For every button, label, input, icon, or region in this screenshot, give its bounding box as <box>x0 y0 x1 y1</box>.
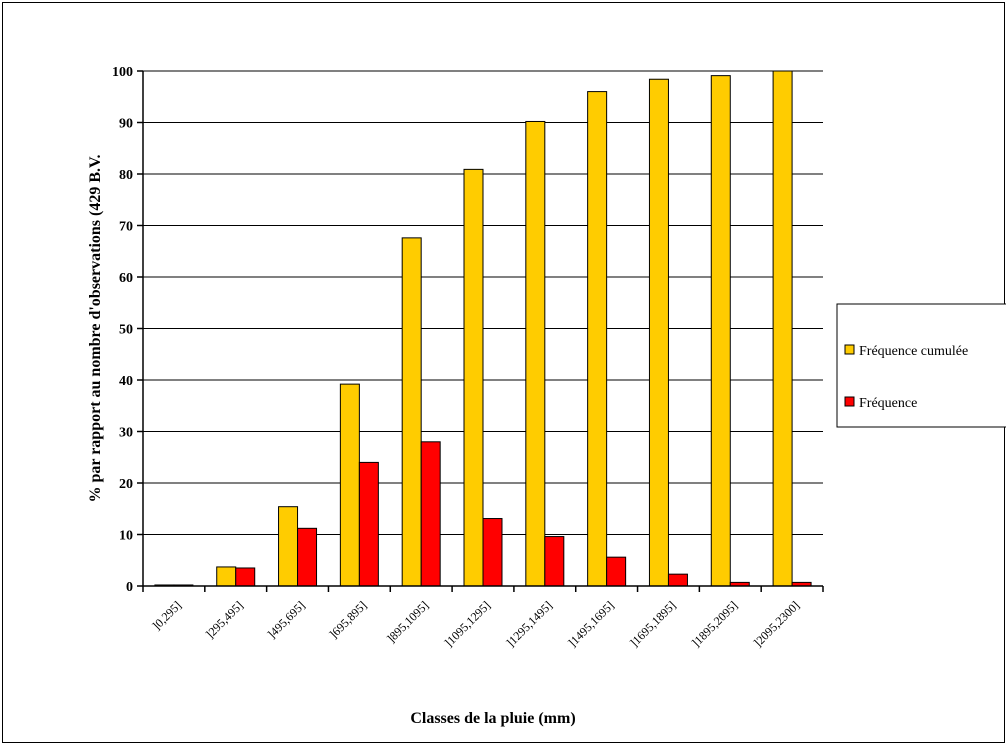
bar-frequency <box>420 441 441 587</box>
x-axis-title: Classes de la pluie (mm) <box>410 710 575 727</box>
y-tick-label: 80 <box>119 168 133 183</box>
chart-canvas: 0 10 20 30 40 50 60 70 80 90 100 ]0,295] ]295,495]]… <box>87 65 1006 727</box>
x-tick-label: ]495,695] <box>265 598 308 641</box>
y-tick-label: 10 <box>119 529 133 544</box>
x-tick-label: ]895,1095] <box>384 598 431 645</box>
bar-frequency <box>235 567 256 587</box>
x-tick-label: ]0,295] <box>149 598 184 633</box>
y-axis-title: % par rapport au nombre d'observations (… <box>87 154 104 502</box>
bar-cumulative <box>463 168 484 587</box>
x-tick-label: ]1095,1295] <box>442 598 494 650</box>
x-tick-label: ]1695,1895] <box>627 598 679 650</box>
y-tick-label: 40 <box>119 374 133 389</box>
bar-cumulative <box>401 237 422 587</box>
x-tick-labels: ]0,295] ]295,495] ]495,695] ]695,895] ]895,1… <box>149 598 802 650</box>
y-tick-label: 0 <box>126 580 133 595</box>
legend-swatch-frequency <box>844 396 855 407</box>
bar-cumulative <box>278 506 299 587</box>
bar-frequency <box>606 556 627 587</box>
legend-label-cumulative: Fréquence cumulée <box>859 344 968 359</box>
bar-frequency <box>667 573 688 587</box>
bar-frequency <box>544 536 565 587</box>
y-tick-label: 50 <box>119 323 133 338</box>
x-tick-label: ]1495,1695] <box>565 598 617 650</box>
y-tick-label: 70 <box>119 220 133 235</box>
legend-box <box>836 303 1006 428</box>
x-tick-label: ]2095,2300] <box>751 598 803 650</box>
bars <box>154 70 812 587</box>
legend: Fréquence cumulée Fréquence <box>836 303 1006 428</box>
bar-frequency <box>482 518 503 587</box>
bar-cumulative <box>772 70 793 587</box>
bar-frequency <box>297 527 318 587</box>
x-tick-label: ]1895,2095] <box>689 598 741 650</box>
y-tick-labels: 0 10 20 30 40 50 60 70 80 90 100 <box>112 65 133 595</box>
legend-swatch-cumulative <box>844 344 855 355</box>
legend-label-frequency: Fréquence <box>859 396 917 411</box>
y-tick-label: 90 <box>119 117 133 132</box>
bar-cumulative <box>216 566 237 587</box>
y-tick-label: 100 <box>112 65 133 80</box>
x-tick-label: ]295,495] <box>203 598 246 641</box>
axes <box>137 70 824 592</box>
bar-frequency <box>358 461 379 587</box>
bar-cumulative <box>525 120 546 587</box>
x-tick-label: ]1295,1495] <box>503 598 555 650</box>
bar-cumulative <box>710 75 731 587</box>
bar-cumulative <box>339 383 360 587</box>
bar-cumulative <box>587 91 608 587</box>
y-tick-label: 20 <box>119 477 133 492</box>
y-tick-label: 60 <box>119 271 133 286</box>
x-tick-label: ]695,895] <box>326 598 369 641</box>
bar-cumulative <box>648 78 669 587</box>
y-tick-label: 30 <box>119 426 133 441</box>
